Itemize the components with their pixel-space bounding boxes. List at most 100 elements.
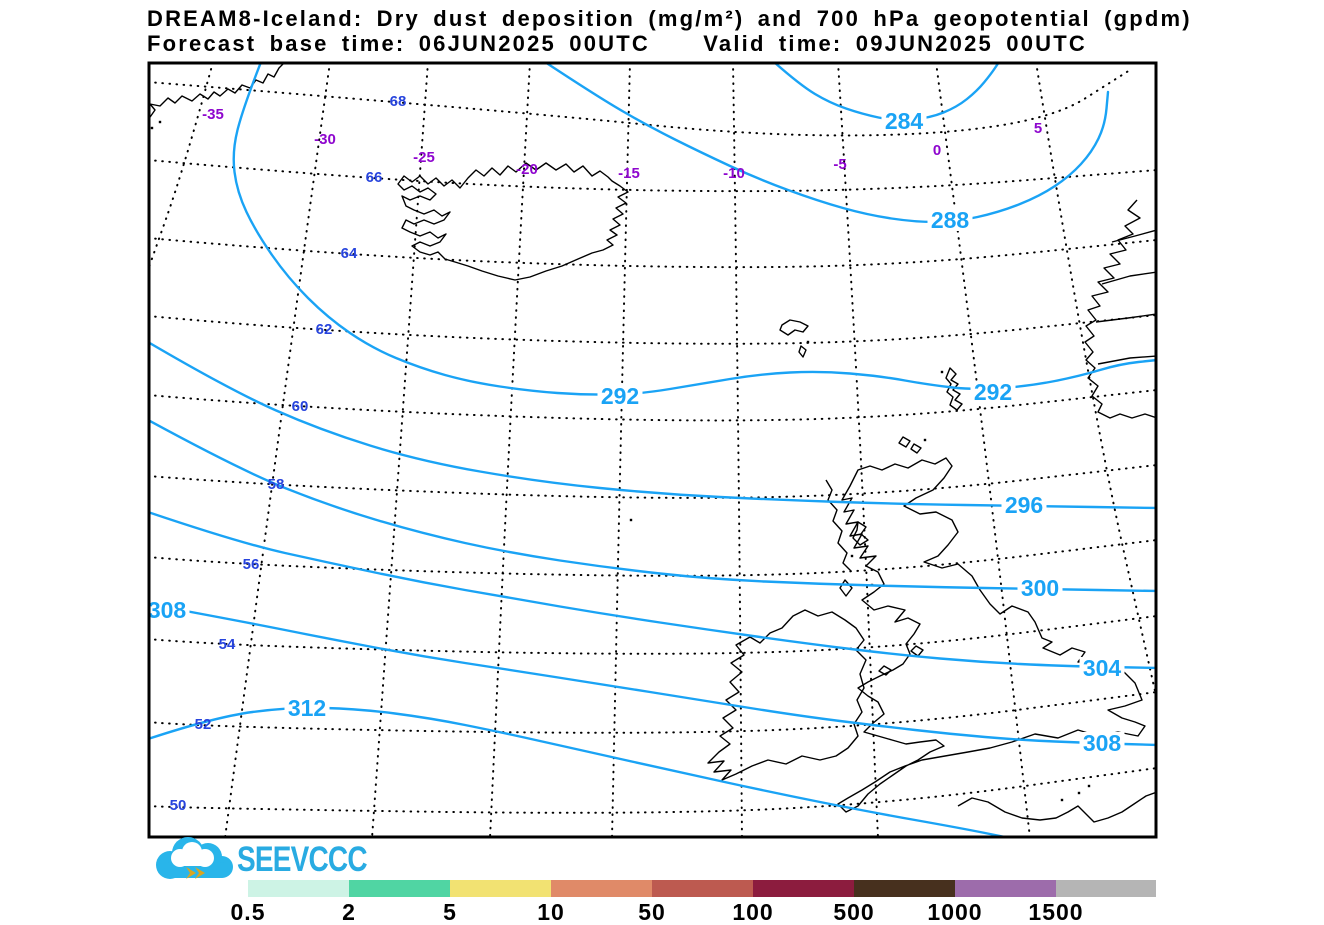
contour-label-308: 308 [148,597,187,623]
colorbar-tick-0.5: 0.5 [230,899,266,925]
islet-dot [940,370,944,374]
islet-dot [806,340,810,344]
colorbar-tick-2: 2 [342,899,356,925]
logo-arrow-icon [186,867,205,879]
colorbar-tick-10: 10 [537,899,565,925]
lat-label-64: 64 [341,245,358,262]
geopotential-contour-308 [149,602,1156,747]
graticule-lat-64 [149,237,1156,269]
lat-label-62: 62 [316,321,333,338]
graticule-lon--20 [489,63,531,837]
islet-dot [923,438,927,442]
coastline-orkney-1 [898,436,911,448]
coastline-islay-jura [839,579,853,597]
coastline-great-britain [837,457,1146,813]
graticule-lon--35 [149,63,214,271]
geopotential-contour-296 [149,341,1156,510]
lon-label--10: -10 [723,165,745,182]
cloud-icon [156,837,233,879]
coastline-iceland [397,162,629,281]
islet-dot [1087,784,1091,788]
colorbar-tick-50: 50 [638,899,666,925]
map-layers: 284 288 292 292 296 300 304 308 308 312 68 66 64 62 60… [148,63,1156,837]
colorbar-tick-100: 100 [732,899,774,925]
lat-label-68: 68 [390,93,407,110]
islet-dot [1077,791,1081,795]
colorbar-tick-1000: 1000 [927,899,983,925]
lat-label-50: 50 [170,797,187,814]
colorbar-segment-50 [652,880,753,897]
contour-label-mask [284,697,330,719]
lon-label-5: 5 [1034,120,1042,137]
contour-label-mask [1079,732,1125,754]
colorbar-segment-100 [753,880,854,897]
contour-label-304: 304 [1083,655,1122,681]
contour-label-288: 288 [931,207,970,233]
graticule-lat-66 [149,159,1156,193]
geopotential-contour-288 [544,63,1110,224]
colorbar-segment-10 [551,880,652,897]
page-subtitle: Forecast base time: 06JUN2025 00UTC Vali… [147,31,1087,56]
contour-label-mask [1017,577,1063,599]
coastline-faroe-islands [779,319,809,336]
geopotential-contour-304 [149,511,1156,670]
geopotential-contour-292 [232,63,1156,396]
geopotential-contour-312 [149,706,1011,837]
colorbar-segment-500 [854,880,955,897]
contour-label-312: 312 [288,695,326,721]
graticule-lon-0 [935,63,1031,837]
colorbar-segment-2 [349,880,450,897]
colorbar-segment-1000 [955,880,1056,897]
coastline-norway-fjord-3 [1095,313,1156,323]
colorbar-segment-5 [450,880,551,897]
map-frame [147,61,1158,839]
colorbar-segment-1500 [1056,880,1156,897]
lat-label-54: 54 [219,636,236,653]
coastline-anglesey [878,665,892,676]
coastline-norway [1084,199,1156,419]
lon-label--5: -5 [833,156,846,173]
contour-label-mask [927,209,973,231]
contour-label-308: 308 [1083,730,1122,756]
coastline-faroe-islet [798,345,807,358]
lon-label--25: -25 [413,149,435,166]
coastline-ireland [707,609,867,781]
coastline-isle-of-man [910,645,924,657]
coastline-greenland [149,63,285,120]
graticule-lat-56 [149,539,1156,577]
contour-label-mask [881,110,927,132]
lat-label-66: 66 [366,169,383,186]
contour-label-292: 292 [974,379,1012,405]
lat-label-56: 56 [243,556,260,573]
lon-label--20: -20 [516,161,538,178]
graticule-lon--15 [611,63,631,837]
logo-wordmark: SEEVCCC [237,840,368,879]
lon-label--15: -15 [618,165,640,182]
contour-label-284: 284 [885,108,924,134]
islet-dot [1060,798,1064,802]
geopotential-contour-300 [149,419,1156,593]
contour-label-mask [1001,494,1047,516]
graticule-lon--10 [732,63,743,837]
contour-label-292: 292 [601,383,639,409]
lat-label-52: 52 [195,716,212,733]
contour-label-300: 300 [1021,575,1059,601]
islet-dot [158,120,162,124]
colorbar-tick-500: 500 [833,899,875,925]
islet-dot [850,554,854,558]
graticule-lon-5 [1035,63,1156,701]
contour-label-mask [970,381,1016,403]
contour-label-mask [597,385,643,407]
coastline-orkney-2 [910,443,922,454]
coastline-norway-fjord-2 [1101,271,1156,285]
colorbar-segment-0.5 [248,880,349,897]
graticule-lat-60 [149,389,1156,422]
coastline-norway-fjord-4 [1097,355,1156,365]
coastline-france-channel-coast [957,791,1156,823]
lon-label--35: -35 [202,106,224,123]
seevccc-logo-cloud [156,837,233,879]
colorbar-tick-1500: 1500 [1028,899,1084,925]
lon-label--30: -30 [314,131,336,148]
graticule-lat-62 [149,314,1156,345]
